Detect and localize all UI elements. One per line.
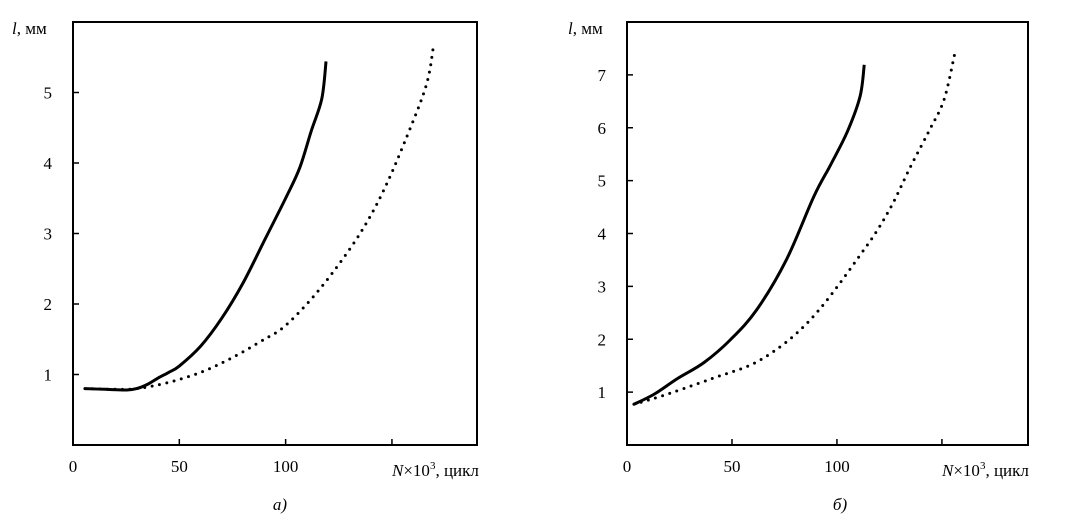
x-axis-label: N×103, цикл — [941, 460, 1029, 480]
panel-label: б) — [833, 495, 848, 514]
panel-label: а) — [273, 495, 288, 514]
x-axis-label: N×103, цикл — [391, 460, 479, 480]
y-tick-label: 7 — [598, 66, 607, 85]
panel-a: l, мм N×103, цикл а) 0 50 100 1 2 3 4 5 — [12, 19, 479, 514]
y-tick-label: 3 — [598, 277, 607, 296]
y-tick-label: 1 — [598, 383, 607, 402]
y-tick-label: 2 — [44, 295, 53, 314]
plot-frame — [626, 21, 1029, 446]
series-dotted-line — [632, 53, 957, 406]
y-tick-label: 5 — [598, 172, 607, 191]
panel-b: l, мм N×103, цикл б) 0 50 100 1 2 3 4 5 6 7 — [568, 19, 1029, 514]
y-tick-label: 6 — [598, 119, 607, 138]
series-solid-line — [84, 61, 328, 392]
y-tick-label: 4 — [598, 225, 607, 244]
x-tick-label: 0 — [69, 457, 78, 476]
y-tick-label: 5 — [44, 84, 53, 103]
x-tick-label: 0 — [623, 457, 632, 476]
y-tick-label: 1 — [44, 366, 53, 385]
y-axis-label: l, мм — [12, 19, 47, 38]
y-tick-label: 3 — [44, 225, 53, 244]
plot-frame — [72, 21, 478, 446]
y-tick-label: 4 — [44, 154, 53, 173]
x-tick-label: 100 — [824, 457, 850, 476]
series-solid-line — [633, 64, 866, 406]
y-axis-label: l, мм — [568, 19, 603, 38]
y-tick-label: 2 — [598, 330, 607, 349]
x-tick-label: 50 — [723, 457, 740, 476]
x-tick-label: 50 — [171, 457, 188, 476]
x-tick-label: 100 — [273, 457, 299, 476]
series-dotted-line — [83, 45, 435, 391]
